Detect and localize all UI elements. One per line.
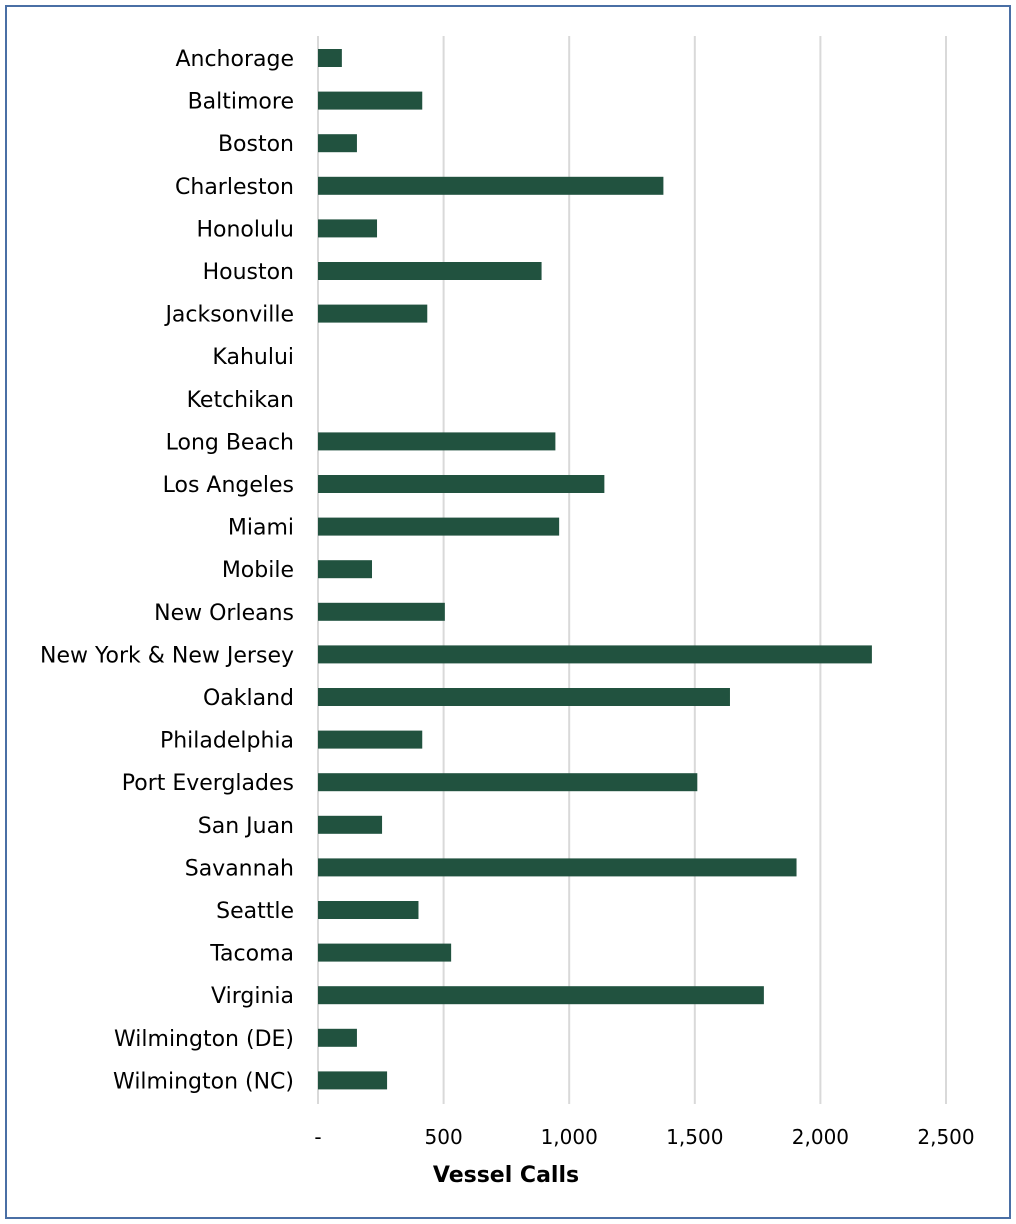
category-label: Charleston [175, 175, 294, 200]
x-tick-label: 500 [425, 1125, 463, 1149]
category-label: Jacksonville [163, 303, 294, 328]
bar [318, 688, 730, 706]
category-label: Virginia [211, 984, 294, 1009]
category-label: Wilmington (DE) [114, 1027, 294, 1052]
bar [318, 645, 872, 664]
bar [318, 517, 560, 536]
bar [318, 602, 445, 621]
bars [318, 49, 872, 1090]
category-label: Honolulu [196, 217, 294, 242]
chart-frame [5, 5, 1011, 1219]
bar [318, 730, 423, 749]
bar [318, 91, 423, 110]
x-tick-label: 2,500 [917, 1125, 974, 1149]
category-label: Miami [228, 516, 294, 541]
bar [318, 1028, 357, 1047]
bar [318, 176, 664, 195]
bar [318, 262, 542, 280]
x-tick-label: - [314, 1125, 321, 1149]
bar [318, 986, 764, 1005]
category-label: Seattle [216, 899, 294, 924]
category-label: Port Everglades [122, 771, 294, 796]
bar [318, 134, 357, 153]
x-tick-label: 1,000 [541, 1125, 598, 1149]
bar [318, 773, 698, 792]
category-label: New York & New Jersey [40, 643, 294, 668]
category-label: San Juan [198, 814, 294, 839]
category-label: Long Beach [166, 430, 294, 455]
category-label: Anchorage [175, 47, 294, 72]
category-label: Boston [218, 132, 294, 157]
bar [318, 432, 556, 451]
bar [318, 901, 419, 919]
category-label: Baltimore [188, 90, 294, 115]
category-label: Los Angeles [163, 473, 294, 498]
bar [318, 219, 378, 238]
category-label: Houston [203, 260, 294, 285]
x-tick-label: 1,500 [666, 1125, 723, 1149]
x-tick-label: 2,000 [792, 1125, 849, 1149]
category-label: Mobile [222, 558, 294, 583]
bar [318, 858, 797, 877]
category-label: Tacoma [209, 942, 294, 967]
bar [318, 815, 383, 834]
category-label: Ketchikan [187, 388, 294, 413]
x-tick-labels: - 500 1,000 1,500 2,000 2,500 [314, 1125, 974, 1149]
category-label: Philadelphia [160, 729, 294, 754]
category-label: Kahului [212, 345, 294, 370]
category-labels: Anchorage Baltimore Boston Charleston Honolu… [40, 47, 294, 1094]
bar [318, 560, 373, 579]
bar [318, 475, 605, 493]
bar [318, 943, 452, 962]
gridlines [317, 36, 947, 1104]
category-label: Savannah [185, 856, 294, 881]
bar [318, 304, 428, 323]
bar [318, 49, 342, 67]
x-axis-title: Vessel Calls [433, 1163, 579, 1188]
bar [318, 1071, 388, 1090]
category-label: Wilmington (NC) [113, 1069, 294, 1094]
category-label: New Orleans [154, 601, 294, 626]
category-label: Oakland [203, 686, 294, 711]
